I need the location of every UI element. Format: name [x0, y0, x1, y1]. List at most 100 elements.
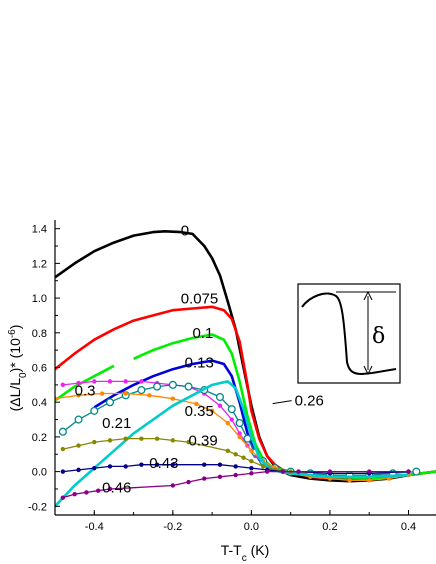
inset-arrow-down — [363, 365, 373, 376]
data-point — [227, 405, 236, 414]
data-point — [90, 406, 99, 415]
data-point — [154, 436, 160, 441]
data-point — [237, 434, 242, 440]
data-point — [123, 391, 128, 396]
data-point — [154, 462, 160, 467]
data-point — [225, 448, 231, 453]
data-point — [229, 417, 234, 422]
ticks: -0.4 -0.2 0.0 0.2 0.4 -0.2 0.0 0.2 0.4 0.6 0.8 1.0 1… — [28, 224, 416, 533]
data-point — [76, 443, 81, 448]
data-point — [233, 472, 238, 478]
data-point — [386, 476, 392, 481]
data-point — [406, 469, 411, 474]
data-point — [202, 462, 207, 467]
data-point — [168, 380, 177, 389]
y-tick-label: 0.0 — [32, 467, 47, 479]
data-point — [217, 474, 223, 480]
data-point — [137, 386, 146, 395]
data-point — [233, 452, 238, 457]
curve-label-0.13: 0.13 — [185, 355, 214, 372]
data-point — [264, 469, 270, 474]
data-point — [327, 469, 333, 474]
data-point — [412, 467, 421, 476]
data-point — [74, 415, 83, 424]
x-tick-label: 0.2 — [322, 521, 337, 533]
data-point — [92, 465, 97, 471]
data-point — [249, 471, 254, 476]
data-point — [170, 483, 176, 488]
data-point — [249, 465, 254, 471]
x-tick-label: -0.4 — [85, 521, 104, 533]
data-point — [147, 393, 152, 398]
data-point — [60, 446, 66, 452]
series-line — [55, 380, 409, 508]
data-point — [60, 469, 66, 474]
data-point — [139, 436, 144, 441]
data-point — [296, 469, 301, 474]
curve-label-0.43: 0.43 — [149, 455, 178, 472]
curve-label-0.46: 0.46 — [102, 479, 131, 496]
data-point — [202, 476, 207, 481]
data-point — [107, 486, 113, 492]
data-point — [243, 434, 252, 443]
y-tick-label: 0.4 — [32, 397, 47, 409]
curve-label-pointer — [272, 400, 292, 405]
data-point — [235, 418, 244, 428]
curve-labels: 0 0.075 0.1 0.13 0.3 0.35 0.21 0.26 0.39 0.43 0.46 — [75, 223, 324, 497]
y-tick-label: 1.2 — [32, 258, 47, 270]
series-layer — [55, 230, 436, 508]
data-point — [105, 398, 115, 407]
data-point — [107, 379, 113, 384]
data-point — [217, 462, 223, 467]
y-tick-label: 1.0 — [32, 293, 47, 305]
data-point — [107, 464, 113, 469]
data-point — [186, 439, 191, 445]
data-point — [60, 382, 66, 388]
series-unlabeled-7 — [55, 380, 409, 508]
series-0.35 — [55, 391, 411, 483]
y-axis-title: (ΔL/L0)* (10-6) — [7, 325, 29, 412]
data-point — [92, 379, 97, 384]
data-point — [367, 478, 372, 483]
data-point — [225, 420, 231, 426]
curve-label-0.3: 0.3 — [75, 382, 96, 399]
data-point — [76, 393, 81, 398]
curve-label-0.35: 0.35 — [185, 403, 214, 420]
data-point — [58, 427, 67, 436]
data-point — [233, 464, 238, 469]
series-0.39 — [60, 436, 411, 476]
data-point — [84, 490, 89, 495]
data-point — [280, 469, 286, 474]
curve-label-0: 0 — [181, 223, 189, 240]
data-point — [215, 392, 225, 402]
data-point — [60, 495, 66, 500]
data-point — [139, 462, 144, 467]
data-point — [186, 479, 191, 485]
data-point — [367, 469, 372, 474]
data-point — [170, 438, 176, 443]
data-point — [249, 448, 254, 453]
inset-delta-diagram: δ — [297, 283, 401, 384]
inset-arrow-up — [363, 290, 373, 301]
data-point — [209, 408, 215, 414]
data-point — [107, 438, 113, 443]
y-tick-label: 0.6 — [32, 363, 47, 375]
data-point — [260, 464, 266, 469]
data-point — [241, 455, 246, 460]
data-point — [153, 382, 162, 391]
data-point — [194, 401, 199, 407]
data-point — [347, 478, 352, 483]
curve-label-0.21: 0.21 — [102, 415, 131, 432]
data-point — [123, 379, 128, 384]
curve-label-0.075: 0.075 — [181, 290, 219, 307]
inset-curve — [301, 292, 397, 376]
data-point — [123, 436, 128, 441]
data-point — [170, 396, 176, 401]
y-tick-label: 0.8 — [32, 328, 47, 340]
data-point — [237, 431, 242, 436]
data-point — [99, 391, 105, 396]
data-point — [170, 462, 176, 467]
data-point — [139, 379, 144, 384]
y-tick-label: 1.4 — [32, 224, 47, 236]
